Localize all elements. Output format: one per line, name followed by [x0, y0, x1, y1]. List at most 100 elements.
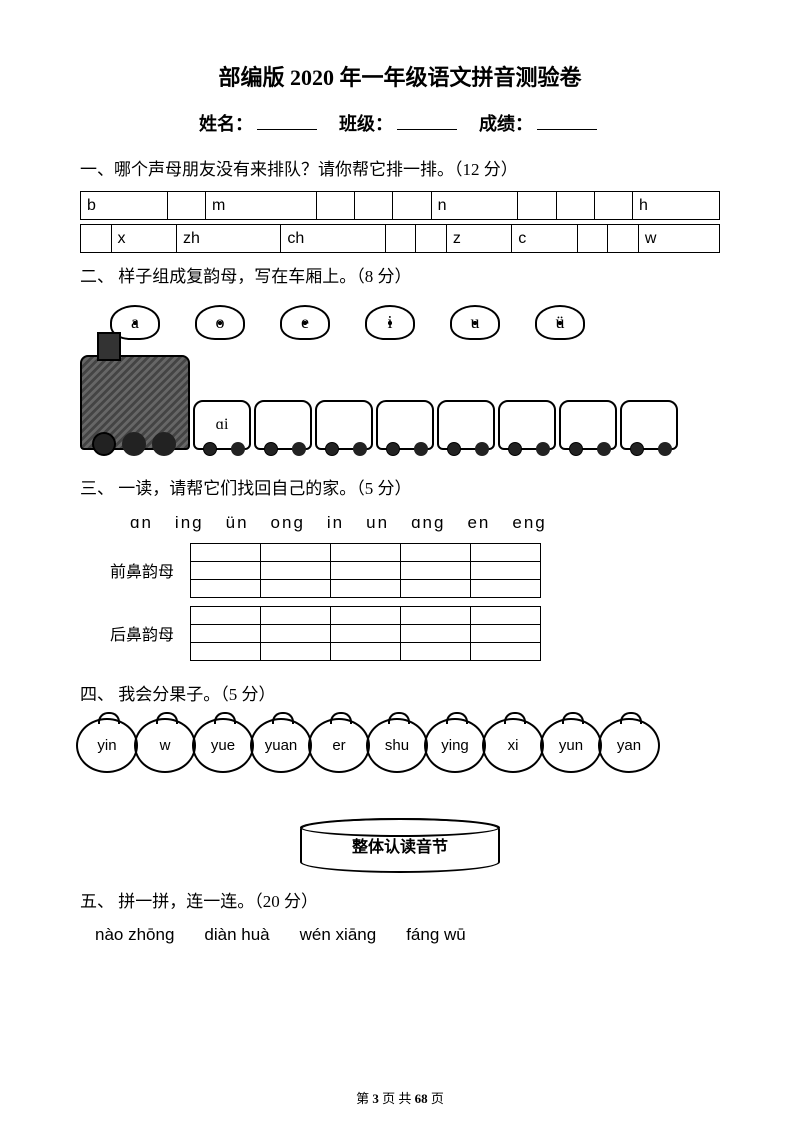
page-title: 部编版 2020 年一年级语文拼音测验卷 — [80, 60, 720, 92]
answer-cell[interactable] — [331, 579, 401, 597]
letter-cell[interactable] — [385, 225, 416, 253]
answer-cell[interactable] — [331, 642, 401, 660]
letter-cell[interactable] — [594, 192, 632, 220]
class-blank[interactable] — [397, 129, 457, 130]
question-1-text: 一、哪个声母朋友没有来排队？请你帮它排一排。（12 分） — [80, 156, 720, 183]
letter-cell[interactable] — [355, 192, 393, 220]
letter-cell[interactable]: m — [206, 192, 317, 220]
back-nasal-table[interactable] — [190, 606, 541, 661]
train-car[interactable] — [254, 400, 312, 450]
answer-cell[interactable] — [471, 543, 541, 561]
answer-cell[interactable] — [331, 543, 401, 561]
answer-cell[interactable] — [261, 543, 331, 561]
fruit-item: yue — [192, 718, 254, 773]
letter-cell[interactable]: zh — [177, 225, 281, 253]
answer-cell[interactable] — [261, 561, 331, 579]
pinyin-word: diàn huà — [204, 925, 269, 944]
name-blank[interactable] — [257, 129, 317, 130]
answer-cell[interactable] — [191, 606, 261, 624]
pinyin-item: in — [327, 513, 344, 532]
pinyin-word: nào zhōng — [95, 925, 174, 944]
letter-cell[interactable]: z — [446, 225, 511, 253]
answer-cell[interactable] — [331, 606, 401, 624]
pinyin-item: ɑng — [411, 513, 445, 532]
answer-cell[interactable] — [191, 561, 261, 579]
pinyin-word: wén xiāng — [300, 925, 377, 944]
letter-cell[interactable] — [608, 225, 639, 253]
answer-cell[interactable] — [191, 642, 261, 660]
answer-cell[interactable] — [401, 624, 471, 642]
fruit-item: w — [134, 718, 196, 773]
answer-cell[interactable] — [401, 642, 471, 660]
fruit-item: er — [308, 718, 370, 773]
letter-cell[interactable]: w — [638, 225, 719, 253]
train-car[interactable] — [559, 400, 617, 450]
letter-cell[interactable]: ch — [281, 225, 385, 253]
answer-cell[interactable] — [401, 579, 471, 597]
front-nasal-label: 前鼻韵母 — [110, 558, 190, 582]
vowel-cloud: o — [195, 305, 245, 340]
pinyin-word: fáng wū — [406, 925, 466, 944]
answer-cell[interactable] — [261, 624, 331, 642]
answer-cell[interactable] — [471, 606, 541, 624]
letter-table-row1: bmnh — [80, 191, 720, 220]
letter-table-row2: xzhch zc w — [80, 224, 720, 253]
basket: 整体认读音节 — [300, 818, 500, 873]
answer-cell[interactable] — [191, 624, 261, 642]
letter-cell[interactable] — [518, 192, 556, 220]
answer-cell[interactable] — [191, 543, 261, 561]
pinyin-item: un — [366, 513, 389, 532]
vowel-cloud: e — [280, 305, 330, 340]
answer-cell[interactable] — [401, 543, 471, 561]
vowel-cloud: i — [365, 305, 415, 340]
letter-cell[interactable]: b — [81, 192, 168, 220]
answer-cell[interactable] — [471, 561, 541, 579]
letter-cell[interactable]: h — [633, 192, 720, 220]
fruits-row: yinwyueyuanershuyingxiyunyan — [80, 718, 720, 788]
answer-cell[interactable] — [261, 579, 331, 597]
train-car[interactable] — [376, 400, 434, 450]
train-car[interactable] — [315, 400, 373, 450]
pinyin-item: eng — [512, 513, 546, 532]
letter-cell[interactable] — [416, 225, 447, 253]
letter-cell[interactable] — [167, 192, 205, 220]
letter-cell[interactable] — [393, 192, 431, 220]
train-car[interactable] — [437, 400, 495, 450]
letter-cell[interactable] — [81, 225, 112, 253]
pinyin-item: ɑn — [130, 513, 153, 532]
fruit-item: shu — [366, 718, 428, 773]
answer-cell[interactable] — [191, 579, 261, 597]
letter-cell[interactable]: x — [111, 225, 176, 253]
class-label: 班级： — [339, 114, 393, 134]
train-car[interactable] — [498, 400, 556, 450]
train-car[interactable] — [620, 400, 678, 450]
vowel-cloud: ü — [535, 305, 585, 340]
answer-cell[interactable] — [331, 624, 401, 642]
question-4-text: 四、 我会分果子。（5 分） — [80, 681, 720, 708]
train-car[interactable]: ɑi — [193, 400, 251, 450]
answer-cell[interactable] — [261, 606, 331, 624]
answer-cell[interactable] — [261, 642, 331, 660]
score-label: 成绩： — [479, 114, 533, 134]
question-5-text: 五、 拼一拼，连一连。（20 分） — [80, 888, 720, 915]
score-blank[interactable] — [537, 129, 597, 130]
back-nasal-row: 后鼻韵母 — [110, 606, 720, 661]
vowel-cloud: u — [450, 305, 500, 340]
letter-cell[interactable]: c — [512, 225, 577, 253]
answer-cell[interactable] — [471, 579, 541, 597]
letter-cell[interactable] — [317, 192, 355, 220]
answer-cell[interactable] — [401, 561, 471, 579]
letter-cell[interactable]: n — [431, 192, 518, 220]
fruit-item: xi — [482, 718, 544, 773]
fruit-item: yun — [540, 718, 602, 773]
answer-cell[interactable] — [471, 642, 541, 660]
letter-cell[interactable] — [556, 192, 594, 220]
answer-cell[interactable] — [331, 561, 401, 579]
answer-cell[interactable] — [401, 606, 471, 624]
fruit-item: yin — [76, 718, 138, 773]
letter-cell[interactable] — [577, 225, 608, 253]
answer-cell[interactable] — [471, 624, 541, 642]
question-3-text: 三、 一读，请帮它们找回自己的家。（5 分） — [80, 475, 720, 502]
pinyin-item: ing — [175, 513, 204, 532]
front-nasal-table[interactable] — [190, 543, 541, 598]
